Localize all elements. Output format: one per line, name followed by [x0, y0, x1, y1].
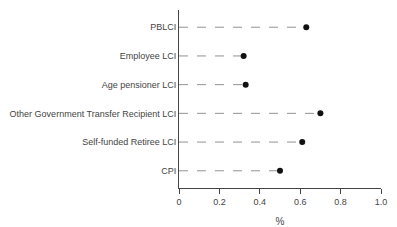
svg-text:%: % [276, 216, 285, 227]
svg-text:0.4: 0.4 [254, 197, 267, 207]
svg-text:0.2: 0.2 [213, 197, 226, 207]
svg-text:0.8: 0.8 [334, 197, 347, 207]
svg-text:Self-funded Retiree LCI: Self-funded Retiree LCI [82, 137, 176, 147]
svg-text:0: 0 [176, 197, 181, 207]
svg-text:CPI: CPI [161, 166, 176, 176]
svg-text:Age pensioner LCI: Age pensioner LCI [102, 80, 177, 90]
svg-text:PBLCI: PBLCI [150, 22, 176, 32]
svg-text:1.0: 1.0 [375, 197, 388, 207]
svg-text:Other Government Transfer Reci: Other Government Transfer Recipient LCI [10, 109, 177, 119]
svg-text:Employee LCI: Employee LCI [120, 51, 177, 61]
svg-text:0.6: 0.6 [294, 197, 307, 207]
